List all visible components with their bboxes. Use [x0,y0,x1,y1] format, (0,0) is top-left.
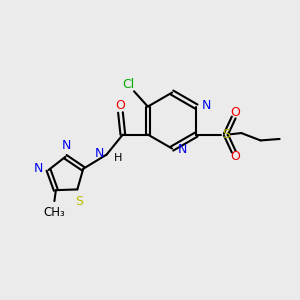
Text: H: H [114,153,122,163]
Text: S: S [222,128,230,141]
Text: N: N [177,142,187,156]
Text: CH₃: CH₃ [44,206,65,219]
Text: Cl: Cl [123,78,135,91]
Text: N: N [34,162,43,175]
Text: N: N [62,140,72,152]
Text: O: O [116,100,125,112]
Text: S: S [75,195,83,208]
Text: O: O [230,150,240,164]
Text: N: N [202,99,211,112]
Text: N: N [95,147,104,160]
Text: O: O [230,106,240,119]
